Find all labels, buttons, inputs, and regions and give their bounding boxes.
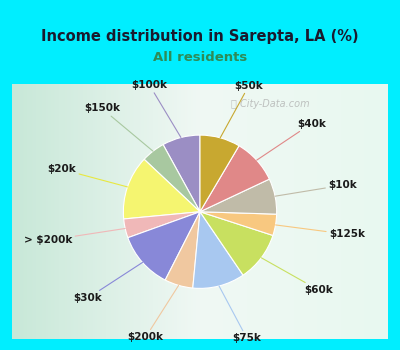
Text: $30k: $30k <box>73 262 142 303</box>
Text: $10k: $10k <box>275 180 357 196</box>
Text: > $200k: > $200k <box>24 229 125 245</box>
Text: All residents: All residents <box>153 50 247 64</box>
Text: $125k: $125k <box>276 225 365 239</box>
Text: $75k: $75k <box>219 286 262 343</box>
Text: $60k: $60k <box>261 258 333 295</box>
Wedge shape <box>163 135 200 212</box>
Wedge shape <box>128 212 200 280</box>
Text: ⓘ City-Data.com: ⓘ City-Data.com <box>231 99 309 110</box>
Wedge shape <box>200 179 277 214</box>
Wedge shape <box>200 146 269 212</box>
Text: Income distribution in Sarepta, LA (%): Income distribution in Sarepta, LA (%) <box>41 29 359 44</box>
Text: $150k: $150k <box>84 103 153 151</box>
Wedge shape <box>200 135 239 212</box>
Text: $100k: $100k <box>132 80 181 138</box>
Wedge shape <box>200 212 273 275</box>
Wedge shape <box>124 212 200 238</box>
Wedge shape <box>200 212 277 236</box>
Wedge shape <box>123 159 200 219</box>
Text: $200k: $200k <box>128 285 179 342</box>
Text: $50k: $50k <box>220 80 263 138</box>
Wedge shape <box>165 212 200 288</box>
Text: $20k: $20k <box>48 164 128 187</box>
Wedge shape <box>144 145 200 212</box>
Text: $40k: $40k <box>257 119 326 160</box>
Wedge shape <box>193 212 243 288</box>
